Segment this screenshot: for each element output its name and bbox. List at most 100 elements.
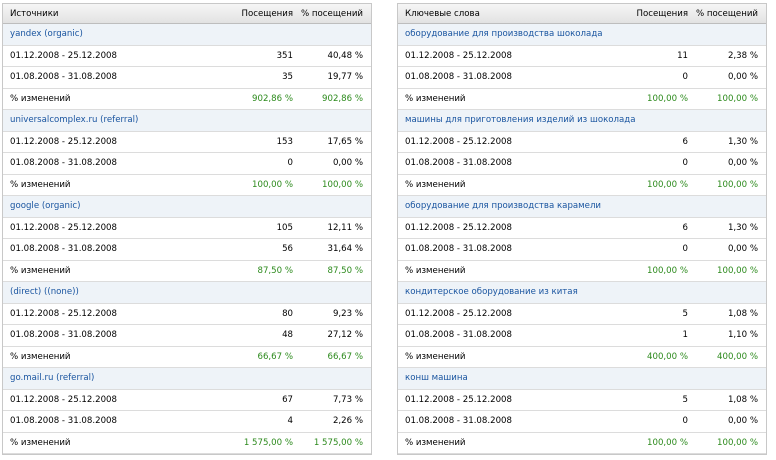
table-row: 01.08.2008 - 31.08.2008 0 0,00 % (398, 411, 766, 433)
date-range-cell: 01.08.2008 - 31.08.2008 (405, 72, 512, 83)
visits-cell: 5 (682, 394, 688, 405)
visits-cell: 48 (282, 330, 293, 341)
table-row: 01.12.2008 - 25.12.2008 11 2,38 % (398, 46, 766, 67)
date-range-cell: 01.08.2008 - 31.08.2008 (405, 158, 512, 169)
visits-change-cell: 100,00 % (647, 93, 688, 104)
group-row: google (organic) (3, 196, 371, 218)
change-label: % изменений (405, 265, 466, 276)
change-row: % изменений 87,50 % 87,50 % (3, 261, 371, 282)
visits-change-cell: 100,00 % (647, 179, 688, 190)
visits-pct-cell: 1,30 % (727, 222, 758, 233)
group-row: кондитерское оборудование из китая (398, 282, 766, 304)
date-range-cell: 01.08.2008 - 31.08.2008 (10, 158, 117, 169)
date-range-cell: 01.12.2008 - 25.12.2008 (405, 394, 512, 405)
visits-pct-change-cell: 100,00 % (717, 93, 758, 104)
visits-pct-change-cell: 1 575,00 % (313, 437, 363, 448)
date-range-cell: 01.12.2008 - 25.12.2008 (10, 308, 117, 319)
group-row: оборудование для производства шоколада (398, 24, 766, 46)
table-row: 01.08.2008 - 31.08.2008 0 0,00 % (3, 153, 371, 175)
table-row: 01.12.2008 - 25.12.2008 105 12,11 % (3, 218, 371, 239)
visits-cell: 0 (682, 72, 688, 83)
date-range-cell: 01.12.2008 - 25.12.2008 (10, 50, 117, 61)
change-row: % изменений 100,00 % 100,00 % (398, 89, 766, 110)
change-label: % изменений (405, 351, 466, 362)
group-link[interactable]: конш машина (405, 373, 468, 384)
column-header-visits-pct[interactable]: % посещений (301, 8, 363, 19)
date-range-cell: 01.12.2008 - 25.12.2008 (10, 222, 117, 233)
change-row: % изменений 400,00 % 400,00 % (398, 347, 766, 368)
column-header-visits[interactable]: Посещения (636, 8, 689, 19)
date-range-cell: 01.12.2008 - 25.12.2008 (10, 394, 117, 405)
column-header-keywords[interactable]: Ключевые слова (405, 8, 480, 19)
visits-cell: 105 (276, 222, 293, 233)
visits-pct-change-cell: 66,67 % (327, 351, 364, 362)
change-row: % изменений 902,86 % 902,86 % (3, 89, 371, 110)
visits-pct-cell: 12,11 % (327, 222, 364, 233)
group-link[interactable]: go.mail.ru (referral) (10, 373, 95, 384)
visits-change-cell: 87,50 % (257, 265, 294, 276)
visits-cell: 153 (276, 136, 293, 147)
visits-pct-cell: 1,08 % (727, 394, 758, 405)
table-row: 01.08.2008 - 31.08.2008 0 0,00 % (398, 67, 766, 89)
visits-pct-cell: 1,30 % (727, 136, 758, 147)
change-label: % изменений (405, 437, 466, 448)
table-body: yandex (organic) 01.12.2008 - 25.12.2008 3… (3, 24, 371, 454)
visits-cell: 6 (682, 222, 688, 233)
visits-pct-cell: 7,73 % (332, 394, 363, 405)
table-header: Источники Посещения % посещений (3, 4, 371, 24)
visits-cell: 0 (682, 158, 688, 169)
table-row: 01.08.2008 - 31.08.2008 0 0,00 % (398, 153, 766, 175)
visits-change-cell: 400,00 % (647, 351, 688, 362)
group-link[interactable]: (direct) ((none)) (10, 287, 79, 298)
table-row: 01.12.2008 - 25.12.2008 67 7,73 % (3, 390, 371, 411)
table-row: 01.08.2008 - 31.08.2008 35 19,77 % (3, 67, 371, 89)
table-header: Ключевые слова Посещения % посещений (398, 4, 766, 24)
visits-pct-cell: 0,00 % (727, 72, 758, 83)
visits-pct-change-cell: 400,00 % (717, 351, 758, 362)
visits-change-cell: 66,67 % (257, 351, 294, 362)
visits-change-cell: 100,00 % (647, 265, 688, 276)
visits-cell: 0 (682, 416, 688, 427)
column-header-sources[interactable]: Источники (10, 8, 59, 19)
table-row: 01.12.2008 - 25.12.2008 6 1,30 % (398, 218, 766, 239)
table-row: 01.08.2008 - 31.08.2008 0 0,00 % (398, 239, 766, 261)
visits-pct-cell: 40,48 % (327, 50, 364, 61)
table-row: 01.08.2008 - 31.08.2008 56 31,64 % (3, 239, 371, 261)
table-row: 01.08.2008 - 31.08.2008 1 1,10 % (398, 325, 766, 347)
group-row: (direct) ((none)) (3, 282, 371, 304)
group-link[interactable]: universalcomplex.ru (referral) (10, 115, 139, 126)
visits-pct-cell: 0,00 % (332, 158, 363, 169)
table-row: 01.12.2008 - 25.12.2008 153 17,65 % (3, 132, 371, 153)
change-label: % изменений (10, 351, 71, 362)
change-row: % изменений 66,67 % 66,67 % (3, 347, 371, 368)
group-link[interactable]: оборудование для производства шоколада (405, 29, 603, 40)
group-link[interactable]: google (organic) (10, 201, 81, 212)
change-row: % изменений 100,00 % 100,00 % (398, 433, 766, 454)
visits-cell: 351 (276, 50, 293, 61)
group-link[interactable]: оборудование для производства карамели (405, 201, 602, 212)
visits-pct-cell: 1,08 % (727, 308, 758, 319)
date-range-cell: 01.08.2008 - 31.08.2008 (10, 244, 117, 255)
change-row: % изменений 100,00 % 100,00 % (398, 261, 766, 282)
visits-pct-change-cell: 100,00 % (717, 265, 758, 276)
group-link[interactable]: кондитерское оборудование из китая (405, 287, 578, 298)
visits-cell: 0 (287, 158, 293, 169)
visits-pct-cell: 0,00 % (727, 158, 758, 169)
visits-change-cell: 1 575,00 % (243, 437, 293, 448)
group-row: конш машина (398, 368, 766, 390)
date-range-cell: 01.08.2008 - 31.08.2008 (405, 244, 512, 255)
date-range-cell: 01.12.2008 - 25.12.2008 (405, 222, 512, 233)
visits-pct-change-cell: 100,00 % (717, 179, 758, 190)
group-link[interactable]: машины для приготовления изделий из шоко… (405, 115, 636, 126)
visits-cell: 35 (282, 72, 293, 83)
visits-cell: 11 (677, 50, 688, 61)
column-header-visits-pct[interactable]: % посещений (696, 8, 758, 19)
group-link[interactable]: yandex (organic) (10, 29, 83, 40)
column-header-visits[interactable]: Посещения (241, 8, 294, 19)
group-row: universalcomplex.ru (referral) (3, 110, 371, 132)
change-label: % изменений (405, 93, 466, 104)
table-row: 01.12.2008 - 25.12.2008 5 1,08 % (398, 304, 766, 325)
sources-table: Источники Посещения % посещений yandex (… (2, 3, 372, 455)
visits-cell: 0 (682, 244, 688, 255)
visits-pct-change-cell: 100,00 % (322, 179, 363, 190)
